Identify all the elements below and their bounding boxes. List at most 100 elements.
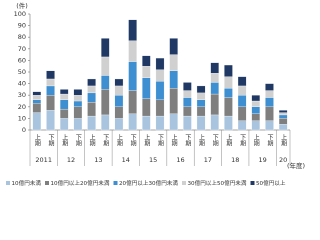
- legend-label: 10億円以上20億円未満: [51, 179, 110, 187]
- legend-label: 10億円未満: [12, 179, 42, 187]
- x-tick-label: 下期: [74, 134, 81, 147]
- x-tick-label: 下期: [266, 134, 273, 147]
- y-tick-label: 30: [18, 91, 26, 99]
- bar-segment: [73, 118, 83, 131]
- x-tick-label: 下期: [102, 134, 109, 147]
- legend-label: 30億円以上50億円未満: [188, 179, 247, 187]
- legend-swatch: [250, 181, 255, 185]
- x-tick-label: 上期: [143, 133, 150, 147]
- year-label: 13: [94, 156, 102, 164]
- bar-segment: [183, 106, 192, 117]
- year-label: 20: [279, 156, 287, 164]
- y-tick-label: 10: [18, 114, 26, 122]
- bar-segment: [237, 85, 247, 96]
- bar-segment: [196, 115, 206, 131]
- bar-segment: [155, 81, 165, 100]
- bar-segment: [114, 118, 124, 131]
- bar-segment: [278, 118, 288, 125]
- bar-segment: [32, 112, 42, 131]
- bar-segment: [59, 89, 69, 95]
- y-tick-label: 70: [18, 45, 26, 53]
- y-tick-label: 50: [18, 68, 26, 76]
- bar-segment: [128, 19, 137, 41]
- bar-segment: [183, 97, 192, 107]
- legend-swatch: [6, 181, 10, 185]
- bar-segment: [87, 92, 96, 103]
- bar-segment: [114, 85, 124, 96]
- bar-segment: [142, 115, 151, 131]
- bar-segment: [210, 62, 219, 74]
- bar-segment: [128, 61, 137, 91]
- bar-segment: [169, 113, 178, 131]
- x-tick-label: 下期: [211, 134, 218, 147]
- year-label: 15: [149, 156, 157, 164]
- x-tick-label: 上期: [170, 133, 177, 147]
- bar-segment: [237, 76, 247, 87]
- bar-segment: [114, 95, 124, 107]
- x-tick-label: 下期: [184, 134, 191, 147]
- bar-segment: [59, 108, 69, 119]
- bar-segment: [114, 78, 124, 87]
- bar-segment: [155, 99, 165, 117]
- bar-segment: [169, 38, 178, 55]
- year-label: 18: [231, 156, 239, 164]
- bar-segment: [210, 114, 219, 131]
- y-tick-label: 40: [18, 80, 26, 88]
- x-tick-label: 下期: [129, 134, 136, 147]
- year-label: 14: [122, 156, 130, 164]
- bar-segment: [101, 75, 110, 90]
- bar-segment: [101, 114, 110, 131]
- bar-segment: [32, 99, 42, 104]
- x-tick-label: 上期: [225, 133, 232, 147]
- bar-segment: [251, 100, 261, 107]
- bar-segment: [224, 64, 233, 77]
- legend-swatch: [45, 181, 49, 185]
- y-tick-label: 20: [18, 103, 26, 111]
- year-label: 16: [176, 156, 184, 164]
- y-tick-label: 0: [22, 126, 26, 134]
- bar-segment: [183, 90, 192, 98]
- bar-segment: [32, 95, 42, 100]
- bar-segment: [101, 56, 110, 76]
- bar-segment: [224, 88, 233, 98]
- bar-segment: [251, 120, 261, 131]
- bar-segment: [128, 113, 137, 131]
- bar-segment: [224, 76, 233, 89]
- bar-segment: [224, 115, 233, 131]
- x-tick-label: 下期: [239, 134, 246, 147]
- bar-segment: [87, 115, 96, 131]
- bar-segment: [155, 69, 165, 82]
- bar-segment: [59, 118, 69, 131]
- bar-segment: [196, 85, 206, 94]
- bar-segment: [237, 106, 247, 121]
- bar-segment: [155, 57, 165, 70]
- bar-segment: [101, 38, 110, 58]
- bar-segment: [46, 85, 55, 96]
- x-tick-label: 下期: [47, 134, 54, 147]
- x-tick-label: 上期: [198, 133, 205, 147]
- bar-segment: [142, 66, 151, 78]
- bar-segment: [265, 97, 274, 107]
- bar-segment: [210, 93, 219, 116]
- legend-swatch: [113, 181, 118, 185]
- bar-segment: [196, 99, 206, 107]
- y-tick-label: 60: [18, 56, 26, 64]
- bar-segment: [265, 120, 274, 131]
- bar-segment: [114, 106, 124, 119]
- y-tick-label: 100: [14, 10, 26, 18]
- bar-segment: [169, 88, 178, 114]
- bar-segment: [32, 103, 42, 113]
- bar-segment: [32, 91, 42, 96]
- bar-segment: [169, 54, 178, 71]
- legend-swatch: [182, 181, 186, 185]
- bar-segment: [196, 92, 206, 100]
- bar-segment: [224, 97, 233, 117]
- bar-segment: [210, 73, 219, 83]
- x-tick-label: 上期: [61, 133, 68, 147]
- bar-segment: [142, 55, 151, 67]
- x-tick-label: 上期: [115, 133, 122, 147]
- bar-segment: [196, 106, 206, 117]
- bar-segment: [59, 93, 69, 100]
- bar-segment: [183, 115, 192, 131]
- bar-segment: [128, 90, 137, 114]
